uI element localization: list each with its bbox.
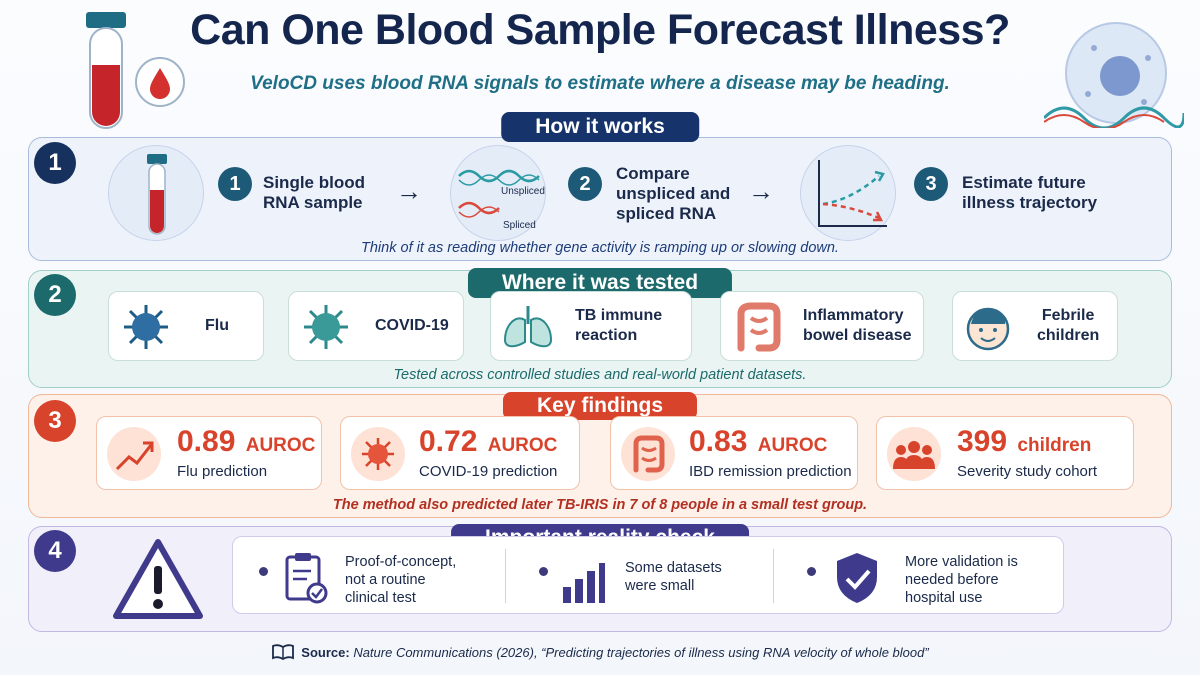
trend-up-icon (115, 441, 154, 471)
finding-unit: AUROC (757, 435, 828, 456)
tested-card-flu: Flu (108, 291, 264, 361)
people-group-icon (893, 441, 935, 469)
finding-unit: children (1017, 435, 1092, 456)
trajectory-illustration (800, 145, 896, 241)
key-findings-note: The method also predicted later TB-IRIS … (332, 497, 868, 513)
rna-strands-illustration: Unspliced Spliced (450, 145, 546, 241)
finding-value: 0.83 (689, 425, 748, 458)
finding-desc: IBD remission prediction (689, 463, 852, 480)
step-number-3: 3 (914, 167, 948, 201)
step-number-2: 2 (568, 167, 602, 201)
finding-value: 0.89 (177, 425, 236, 458)
finding-card-flu: 0.89 AUROC Flu prediction (96, 416, 322, 490)
how-it-works-panel (28, 137, 1172, 261)
finding-desc: Flu prediction (177, 463, 268, 480)
reality-item-1: Proof-of-concept, not a routine clinical t… (345, 554, 457, 606)
page-title: Can One Blood Sample Forecast Illness? (190, 6, 1010, 54)
how-it-works-heading: How it works (501, 112, 699, 142)
source-label: Source: (301, 645, 350, 660)
finding-card-covid: 0.72 AUROC COVID-19 prediction (340, 416, 580, 490)
source-citation: Source: Nature Communications (2026), “P… (0, 644, 1200, 663)
page-subtitle: VeloCD uses blood RNA signals to estimat… (250, 73, 950, 94)
step-2-label: Compare unspliced and spliced RNA (616, 164, 731, 223)
clipboard-check-icon (285, 553, 328, 604)
rna-strand-icon (458, 169, 540, 218)
arrow-right-icon: → (748, 176, 774, 206)
intestine-icon (633, 435, 665, 473)
where-tested-note: Tested across controlled studies and rea… (393, 367, 807, 383)
section-number-1: 1 (34, 142, 76, 184)
finding-unit: AUROC (245, 435, 316, 456)
spliced-label: Spliced (503, 220, 536, 231)
tested-card-tb: TB immune reaction (490, 291, 692, 361)
finding-unit: AUROC (487, 435, 558, 456)
reality-check-card: Proof-of-concept, not a routine clinical t… (232, 536, 1064, 614)
finding-desc: COVID-19 prediction (419, 463, 558, 480)
lungs-icon (503, 306, 553, 348)
finding-card-children: 399 children Severity study cohort (876, 416, 1134, 490)
cell-icon (1044, 22, 1184, 128)
finding-card-ibd: 0.83 AUROC IBD remission prediction (610, 416, 858, 490)
source-text: Nature Communications (2026), “Predictin… (353, 645, 929, 660)
book-icon (271, 644, 295, 663)
key-findings-heading: Key findings (502, 392, 698, 420)
step-number-1: 1 (218, 167, 252, 201)
section-number-2: 2 (34, 274, 76, 316)
tested-card-children: Febrile children (952, 291, 1118, 361)
finding-value: 0.72 (419, 425, 478, 458)
trajectory-chart-icon (818, 160, 887, 227)
child-face-icon (966, 307, 1010, 351)
tested-card-ibd: Inflammatory bowel disease (720, 291, 924, 361)
test-tube-icon (147, 154, 167, 235)
how-it-works-note: Think of it as reading whether gene acti… (361, 240, 839, 256)
intestine-icon (737, 302, 781, 352)
tested-card-covid: COVID-19 (288, 291, 464, 361)
coronavirus-icon (304, 305, 348, 349)
section-number-4: 4 (34, 530, 76, 572)
blood-sample-illustration (108, 145, 204, 241)
coronavirus-icon (362, 438, 394, 470)
blood-tube-icon (86, 12, 185, 129)
unspliced-label: Unspliced (501, 186, 545, 197)
shield-check-icon (837, 553, 877, 603)
bar-chart-icon (563, 563, 605, 603)
warning-icon (113, 539, 203, 619)
arrow-right-icon: → (396, 176, 422, 206)
virus-icon (124, 305, 168, 349)
step-3-label: Estimate future illness trajectory (962, 173, 1098, 212)
section-number-3: 3 (34, 400, 76, 442)
reality-item-3: More validation is needed before hospital … (905, 554, 1018, 606)
reality-item-2: Some datasets were small (625, 560, 722, 594)
finding-value: 399 (957, 425, 1008, 458)
step-1-label: Single blood RNA sample (263, 173, 365, 212)
finding-desc: Severity study cohort (957, 463, 1098, 480)
